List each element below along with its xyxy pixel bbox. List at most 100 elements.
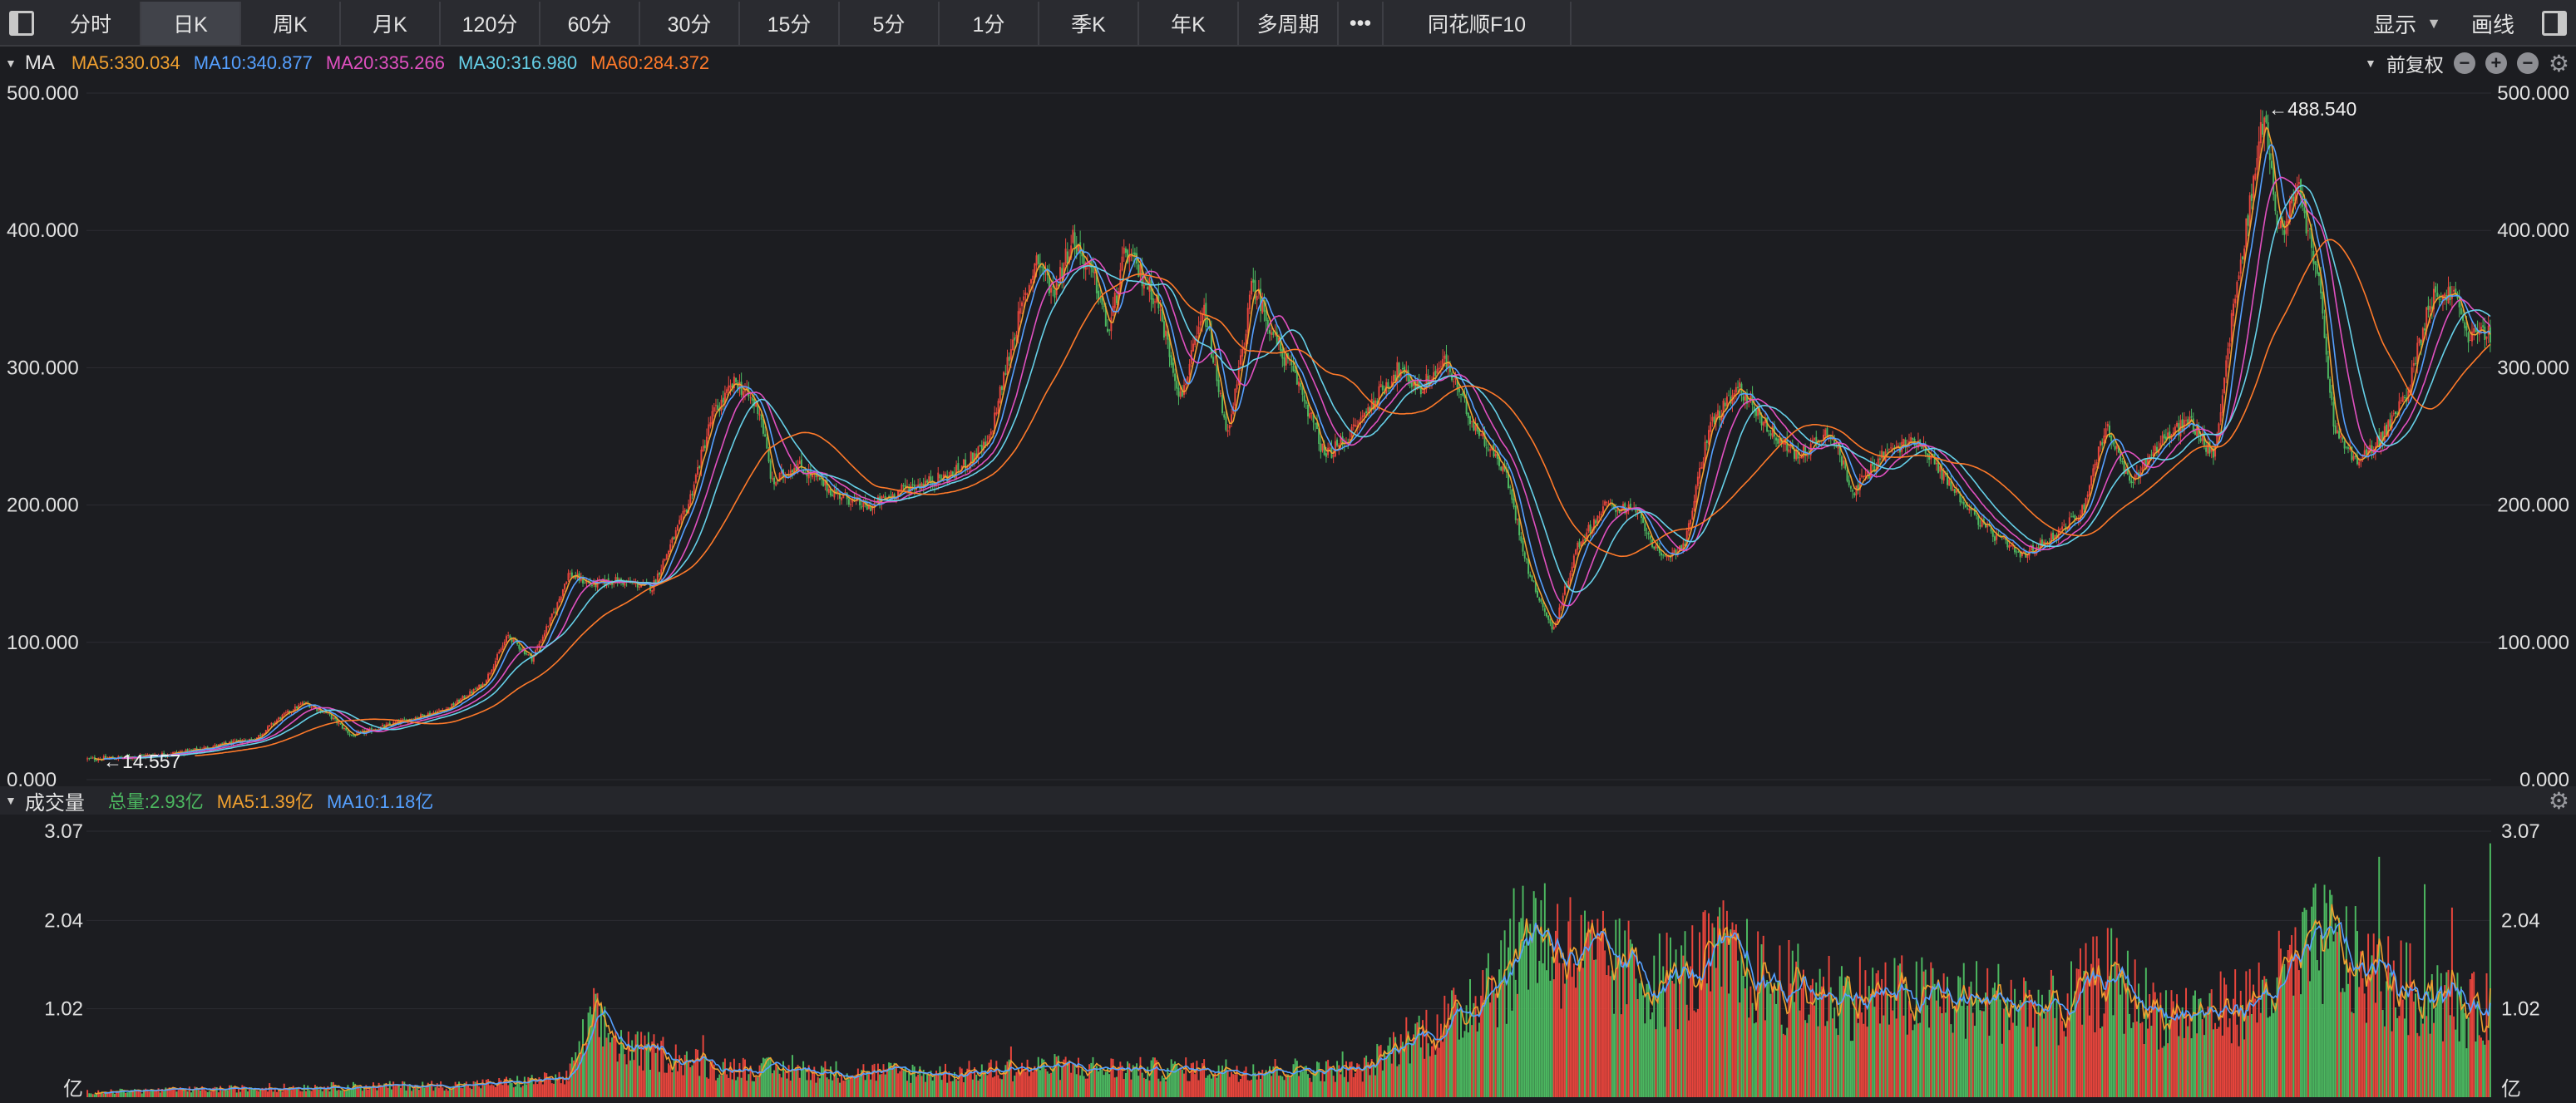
volume-bar (1181, 1069, 1183, 1097)
volume-bar (1589, 929, 1591, 1097)
tab-12[interactable]: 多周期 (1239, 2, 1339, 45)
volume-chart[interactable]: 3.07 3.07 2.04 2.04 1.02 1.02 亿亿 (0, 815, 2576, 1101)
volume-bar (2178, 1036, 2180, 1097)
candle-body (884, 495, 886, 500)
volume-bar (2149, 994, 2151, 1097)
candle-body (2068, 517, 2070, 529)
volume-bar (298, 1086, 300, 1097)
candle-body (1132, 253, 1134, 254)
draw-line-button[interactable]: 画线 (2456, 8, 2529, 39)
candle-body (1864, 475, 1867, 477)
collapse-caret-icon[interactable]: ▼ (5, 57, 17, 70)
tab-8[interactable]: 5分 (840, 2, 940, 45)
volume-bar (325, 1089, 328, 1097)
tab-7[interactable]: 15分 (740, 2, 840, 45)
volume-chart-svg[interactable]: 3.07 3.072.04 2.041.02 1.02亿亿 (0, 815, 2576, 1101)
volume-bar (2329, 889, 2332, 1097)
candle-body (904, 485, 906, 488)
volume-bar (1525, 921, 1527, 1097)
candle-body (1006, 357, 1009, 375)
candle-body (2279, 220, 2282, 229)
volume-bar (188, 1086, 190, 1097)
left-panel-toggle-icon[interactable] (3, 5, 40, 42)
tab-4[interactable]: 120分 (441, 2, 540, 45)
minus-circle-icon[interactable]: − (2453, 52, 2475, 74)
indicator-name[interactable]: MA (24, 52, 55, 74)
candle-body (2034, 553, 2036, 554)
volume-bar (1786, 1027, 1789, 1097)
tab-5[interactable]: 60分 (540, 2, 640, 45)
volume-bar (2415, 993, 2417, 1097)
tab-13[interactable]: ••• (1339, 2, 1384, 45)
volume-bar (225, 1089, 227, 1097)
remove-circle-icon[interactable]: − (2516, 52, 2539, 74)
volume-bar (532, 1084, 535, 1097)
tab-2[interactable]: 周K (241, 2, 341, 45)
volume-bar (2412, 1001, 2415, 1097)
volume-bar (1092, 1056, 1094, 1097)
volume-bar (656, 1043, 659, 1097)
volume-bar (330, 1081, 333, 1097)
price-chart[interactable]: 500.000 500.000 400.000 400.000 300.000 300.0… (0, 78, 2576, 791)
volume-bar (1467, 1032, 1469, 1097)
volume-collapse-caret-icon[interactable]: ▼ (5, 794, 17, 807)
candle-body (1422, 391, 1424, 393)
volume-bar (354, 1083, 357, 1097)
volume-bar (465, 1081, 467, 1097)
gear-icon[interactable]: ⚙ (2548, 50, 2569, 76)
right-panel-toggle-icon[interactable] (2536, 5, 2573, 42)
volume-gear-icon[interactable]: ⚙ (2548, 787, 2569, 814)
candle-body (2433, 288, 2435, 310)
candle-body (422, 714, 424, 716)
candle-body (481, 683, 484, 687)
candle-body (988, 435, 990, 440)
candle-body (649, 584, 652, 592)
tab-1[interactable]: 日K (141, 2, 241, 45)
tab-14[interactable]: 同花顺F10 (1384, 2, 1572, 45)
volume-bar (748, 1074, 750, 1097)
candle-body (1271, 332, 1273, 335)
candle-body (2415, 363, 2417, 365)
adjust-caret-icon[interactable]: ▼ (2365, 57, 2376, 70)
volume-bar (296, 1088, 299, 1097)
volume-axis-label-right: 1.02 (2501, 998, 2540, 1021)
adjust-mode[interactable]: 前复权 (2386, 54, 2444, 76)
candle-body (321, 712, 323, 713)
volume-bar (474, 1081, 476, 1097)
volume-bar (798, 1077, 801, 1097)
plus-circle-icon[interactable]: + (2485, 52, 2507, 74)
volume-bar (1991, 987, 1994, 1097)
candle-body (339, 722, 342, 725)
tab-10[interactable]: 季K (1039, 2, 1139, 45)
volume-bar (194, 1086, 196, 1097)
tab-9[interactable]: 1分 (940, 2, 1039, 45)
volume-bar (498, 1078, 501, 1097)
volume-bar (1208, 1074, 1211, 1097)
candle-body (501, 645, 504, 650)
candle-body (485, 680, 487, 685)
tab-11[interactable]: 年K (1139, 2, 1239, 45)
volume-bar (970, 1071, 972, 1097)
candle-body (680, 515, 683, 521)
volume-bar (629, 1060, 631, 1097)
volume-indicator-name[interactable]: 成交量 (24, 791, 85, 815)
candle-body (2407, 391, 2410, 401)
volume-bar (255, 1090, 258, 1097)
volume-bar (287, 1089, 289, 1097)
volume-bar (2394, 1007, 2396, 1097)
volume-bar (1784, 1035, 1787, 1097)
candle-body (780, 470, 782, 474)
volume-bar (1168, 1072, 1171, 1097)
candle-body (844, 492, 846, 494)
tab-3[interactable]: 月K (341, 2, 441, 45)
volume-bar (1360, 1071, 1362, 1097)
volume-bar (1463, 1031, 1466, 1097)
candle-body (1527, 559, 1530, 574)
tab-6[interactable]: 30分 (640, 2, 740, 45)
tab-0[interactable]: 分时 (42, 2, 141, 45)
candle-body (341, 724, 343, 729)
candle-body (1895, 446, 1897, 448)
candle-body (1354, 425, 1356, 426)
display-menu[interactable]: 显示 ▼ (2358, 8, 2456, 39)
